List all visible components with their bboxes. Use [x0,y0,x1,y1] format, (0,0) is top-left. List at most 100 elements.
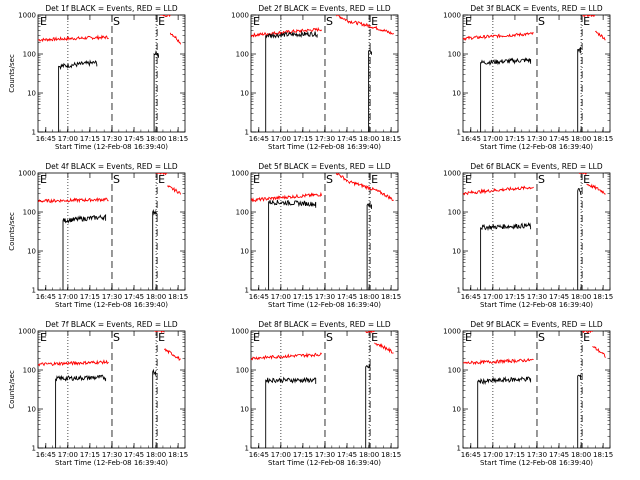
lld-series-line [251,173,394,203]
detector-panel: Det 5f BLACK = Events, RED = LLD 1 10 100 10… [231,162,401,309]
lld-series-line [38,15,182,45]
x-tick-label: 16:45 [36,451,56,459]
x-tick-label: 17:30 [315,451,335,459]
y-tick-label: 1 [457,287,461,295]
x-tick-label: 17:30 [527,135,547,143]
marker-e-end: E [583,173,590,186]
panel-title: Det 8f BLACK = Events, RED = LLD [258,320,391,329]
marker-e-start: E [465,331,472,344]
x-tick-label: 18:15 [593,293,613,301]
y-tick-label: 1 [457,129,461,137]
x-tick-label: 17:15 [293,135,313,143]
y-tick-label: 1000 [231,12,249,20]
y-tick-label: 1000 [443,328,461,336]
marker-e-start: E [40,15,47,28]
x-tick-label: 17:15 [80,451,100,459]
lld-series-line [463,173,606,196]
x-tick-label: 18:15 [168,293,188,301]
panel-title: Det 5f BLACK = Events, RED = LLD [258,162,391,171]
y-tick-label: 1000 [231,328,249,336]
panel-title: Det 9f BLACK = Events, RED = LLD [470,320,603,329]
detector-panel: Det 4f BLACK = Events, RED = LLD 1 10 100 10… [8,162,188,309]
events-series-line [62,209,158,290]
x-tick-label: 17:30 [315,135,335,143]
series-group [251,15,394,132]
detector-panel: Det 1f BLACK = Events, RED = LLD 1 10 100 10… [8,4,188,151]
plot-frame [462,330,611,449]
y-tick-label: 10 [452,90,461,98]
y-tick-label: 100 [236,367,249,375]
marker-e-end: E [583,15,590,28]
x-tick-label: 17:45 [124,135,144,143]
panel-title: Det 2f BLACK = Events, RED = LLD [258,4,391,13]
x-tick-label: 18:15 [381,135,401,143]
x-tick-label: 17:00 [271,293,291,301]
x-axis-title: Start Time (12-Feb-08 16:39:40) [268,301,381,309]
y-tick-label: 10 [27,90,36,98]
x-tick-label: 18:00 [146,293,166,301]
panel-title: Det 1f BLACK = Events, RED = LLD [45,4,178,13]
x-tick-label: 16:45 [249,451,269,459]
x-tick-label: 17:30 [315,293,335,301]
x-tick-label: 17:45 [337,451,357,459]
x-tick-label: 17:00 [58,451,78,459]
plot-frame [250,14,399,133]
lld-series-line [463,15,606,41]
detector-panel: Det 3f BLACK = Events, RED = LLD 1 10 100 10… [443,4,613,151]
x-tick-label: 17:30 [102,135,122,143]
marker-e-end: E [158,331,165,344]
x-tick-label: 17:15 [505,451,525,459]
lld-series-line [251,331,394,361]
y-tick-label: 1000 [231,170,249,178]
marker-e-start: E [40,173,47,186]
plot-frame [462,14,611,133]
x-tick-label: 18:15 [593,451,613,459]
x-tick-label: 17:00 [58,135,78,143]
x-axis-title: Start Time (12-Feb-08 16:39:40) [55,301,168,309]
y-tick-label: 1 [32,445,36,453]
events-series-line [265,30,372,132]
y-tick-label: 10 [240,90,249,98]
marker-s: S [538,173,545,186]
y-tick-label: 10 [27,406,36,414]
y-axis-title: Counts/sec [8,370,16,409]
x-tick-label: 17:15 [80,135,100,143]
x-tick-label: 17:15 [505,293,525,301]
events-series-line [480,46,582,132]
events-series-line [477,373,582,448]
plot-frame [462,172,611,291]
x-axis-title: Start Time (12-Feb-08 16:39:40) [268,459,381,467]
x-tick-label: 17:15 [505,135,525,143]
series-group [463,15,606,132]
panel-title: Det 3f BLACK = Events, RED = LLD [470,4,603,13]
series-group [38,331,181,448]
x-tick-label: 16:45 [36,293,56,301]
detector-panel: Det 7f BLACK = Events, RED = LLD 1 10 100 10… [8,320,188,467]
x-tick-label: 16:45 [461,451,481,459]
plot-frame [37,172,186,291]
detector-panel: Det 2f BLACK = Events, RED = LLD 1 10 100 10… [231,4,401,151]
marker-e-end: E [371,173,378,186]
marker-s: S [538,15,545,28]
events-series-line [58,50,159,132]
y-tick-label: 1000 [18,12,36,20]
marker-s: S [326,331,333,344]
x-tick-label: 18:15 [593,135,613,143]
x-axis-title: Start Time (12-Feb-08 16:39:40) [480,301,593,309]
panel-title: Det 6f BLACK = Events, RED = LLD [470,162,603,171]
x-tick-label: 18:15 [168,135,188,143]
y-tick-label: 10 [452,248,461,256]
marker-e-end: E [583,331,590,344]
x-tick-label: 16:45 [249,135,269,143]
marker-e-start: E [253,173,260,186]
y-tick-label: 10 [27,248,36,256]
x-tick-label: 18:00 [571,451,591,459]
y-tick-label: 100 [23,51,36,59]
marker-e-start: E [465,173,472,186]
series-group [38,173,182,290]
detector-panel: Det 9f BLACK = Events, RED = LLD 1 10 100 10… [443,320,613,467]
y-axis-title: Counts/sec [8,212,16,251]
series-group [251,331,394,448]
series-group [463,331,606,448]
